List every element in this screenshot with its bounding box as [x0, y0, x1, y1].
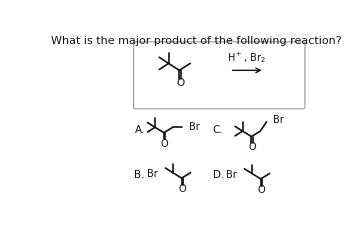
Text: O: O	[161, 138, 168, 149]
Text: O: O	[258, 185, 265, 195]
Text: Br: Br	[189, 122, 199, 132]
Text: O: O	[176, 78, 184, 88]
Text: Br: Br	[273, 115, 284, 125]
Text: H$^+$, Br$_2$: H$^+$, Br$_2$	[228, 50, 266, 65]
Text: Br: Br	[147, 169, 158, 179]
Text: O: O	[248, 142, 256, 152]
Text: D.: D.	[213, 170, 224, 180]
Text: A.: A.	[134, 125, 145, 135]
Text: B.: B.	[134, 170, 145, 180]
FancyBboxPatch shape	[134, 42, 305, 109]
Text: C.: C.	[213, 125, 223, 135]
Text: O: O	[178, 184, 186, 194]
Text: What is the major product of the following reaction?: What is the major product of the followi…	[51, 36, 341, 46]
Text: Br: Br	[226, 170, 236, 180]
